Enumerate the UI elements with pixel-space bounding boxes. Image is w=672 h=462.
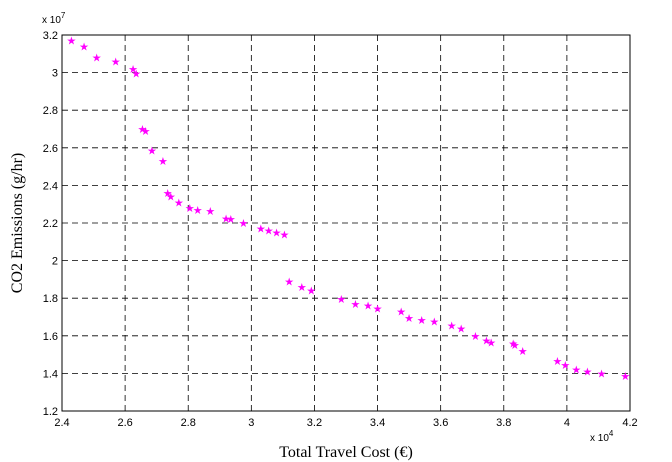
data-point: ★ xyxy=(470,330,480,343)
x-tick-label: 2.4 xyxy=(54,417,69,429)
data-point: ★ xyxy=(131,68,141,81)
y-axis-label: CO2 Emissions (g/hr) xyxy=(9,153,26,293)
data-point: ★ xyxy=(447,319,457,332)
data-point: ★ xyxy=(138,123,148,136)
data-point: ★ xyxy=(193,204,203,217)
data-point: ★ xyxy=(111,55,121,68)
x-tick-label: 3.2 xyxy=(307,417,322,429)
x-tick-label: 2.6 xyxy=(117,417,132,429)
x-exponent-label: x 104 xyxy=(590,429,614,444)
data-point: ★ xyxy=(486,336,496,349)
data-point: ★ xyxy=(205,205,215,218)
y-tick-label: 1.2 xyxy=(43,406,58,418)
data-point: ★ xyxy=(256,223,266,236)
data-point: ★ xyxy=(284,275,294,288)
data-point: ★ xyxy=(336,293,346,306)
x-tick-label: 3.4 xyxy=(370,417,385,429)
grid xyxy=(62,35,630,411)
data-point: ★ xyxy=(147,145,157,158)
data-point: ★ xyxy=(396,305,406,318)
data-point: ★ xyxy=(239,217,249,230)
data-point: ★ xyxy=(417,314,427,327)
y-tick-label: 1.4 xyxy=(43,368,58,380)
data-point: ★ xyxy=(306,285,316,298)
y-tick-label: 2.8 xyxy=(43,105,58,117)
y-tick-label: 3 xyxy=(52,68,58,80)
data-point: ★ xyxy=(272,226,282,239)
data-point: ★ xyxy=(373,303,383,316)
data-points: ★ ★★ ★★★★★★★★★★ ★★ ★★★ ★ ★★★★★ ★ ★★ ★ ★ ★ ★★ ★ ★ ★ ★★ ★★ ★… xyxy=(67,35,631,384)
x-tick-label: 4.2 xyxy=(622,417,637,429)
data-point: ★ xyxy=(404,312,414,325)
data-point: ★ xyxy=(67,35,77,48)
data-point: ★ xyxy=(141,125,151,138)
data-point: ★ xyxy=(582,366,592,379)
y-tick-label: 1.6 xyxy=(43,331,58,343)
data-point: ★ xyxy=(510,339,520,352)
y-tick-label: 2.4 xyxy=(43,180,58,192)
data-point: ★ xyxy=(158,155,168,168)
data-point: ★ xyxy=(185,202,195,215)
x-axis-label: Total Travel Cost (€) xyxy=(279,444,413,461)
x-tick-label: 4 xyxy=(564,417,570,429)
y-tick-label: 2.2 xyxy=(43,218,58,230)
data-point: ★ xyxy=(221,212,231,225)
plot-frame xyxy=(61,34,631,412)
data-point: ★ xyxy=(518,345,528,358)
x-tick-label: 3.6 xyxy=(433,417,448,429)
x-tick-label: 3 xyxy=(248,417,254,429)
tick-labels: 2.4 2.6 2.8 3 3.2 3.4 3.6 3.8 4 4.2 1.2 1.4 1.6 1.8 2 2… xyxy=(43,30,638,429)
data-point: ★ xyxy=(481,335,491,348)
data-point: ★ xyxy=(552,355,562,368)
data-point: ★ xyxy=(280,228,290,241)
data-point: ★ xyxy=(92,52,102,65)
y-tick-label: 3.2 xyxy=(43,30,58,42)
data-point: ★ xyxy=(297,281,307,294)
data-point: ★ xyxy=(597,367,607,380)
x-tick-label: 3.8 xyxy=(496,417,511,429)
data-point: ★ xyxy=(226,213,236,226)
data-point: ★ xyxy=(163,187,173,200)
data-point: ★ xyxy=(166,191,176,204)
data-point: ★ xyxy=(79,40,89,53)
data-point: ★ xyxy=(456,322,466,335)
y-tick-label: 2.6 xyxy=(43,143,58,155)
data-point: ★ xyxy=(560,359,570,372)
data-point: ★ xyxy=(174,196,184,209)
data-point: ★ xyxy=(620,370,630,383)
data-point: ★ xyxy=(571,364,581,377)
data-point: ★ xyxy=(351,298,361,311)
data-point: ★ xyxy=(363,300,373,313)
data-point: ★ xyxy=(264,225,274,238)
data-point: ★ xyxy=(508,337,518,350)
data-point: ★ xyxy=(128,63,138,76)
y-tick-label: 2 xyxy=(52,256,58,268)
y-tick-label: 1.8 xyxy=(43,293,58,305)
x-tick-label: 2.8 xyxy=(181,417,196,429)
y-exponent-label: x 107 xyxy=(42,11,66,26)
data-point: ★ xyxy=(429,316,439,329)
